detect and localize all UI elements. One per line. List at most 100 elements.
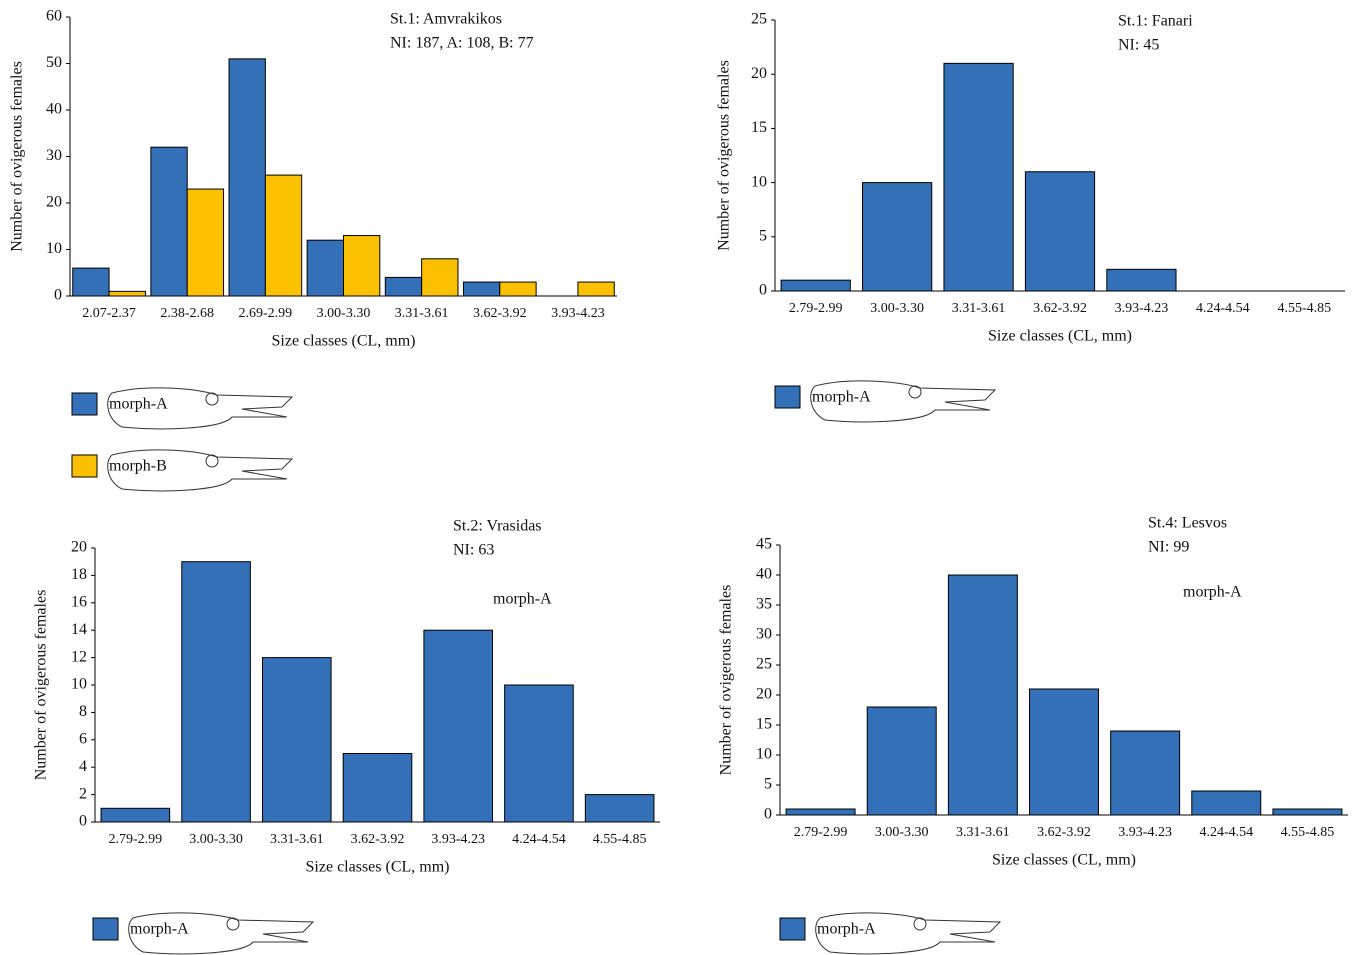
x-tick-label: 4.55-4.85 <box>1281 825 1335 840</box>
legend-label: morph-B <box>109 458 167 475</box>
y-tick-label: 6 <box>79 730 87 747</box>
annotation: St.1: Amvrakikos <box>390 11 502 28</box>
y-tick-label: 8 <box>79 703 87 720</box>
shrimp-eye <box>206 455 218 467</box>
x-tick-label: 3.62-3.92 <box>1033 301 1087 316</box>
bar <box>151 147 187 296</box>
y-tick-label: 20 <box>756 686 772 703</box>
x-tick-label: 3.00-3.30 <box>189 832 243 847</box>
y-tick-label: 10 <box>46 240 62 257</box>
page: {"chart_data": [ {"type": "bar", "annota… <box>0 0 1355 955</box>
annotation: morph-A <box>493 591 552 608</box>
x-axis-label: Size classes (CL, mm) <box>988 328 1132 345</box>
bar <box>344 236 380 296</box>
y-tick-label: 12 <box>71 648 87 665</box>
bar <box>1030 689 1099 815</box>
y-tick-label: 0 <box>759 282 767 299</box>
y-tick-label: 35 <box>756 596 772 613</box>
x-tick-label: 3.93-4.23 <box>1115 301 1169 316</box>
bar <box>867 707 936 815</box>
legend-swatch <box>72 455 97 477</box>
bar <box>182 562 251 822</box>
y-tick-label: 50 <box>46 54 62 71</box>
y-tick-label: 60 <box>46 8 62 25</box>
y-tick-label: 20 <box>751 65 767 82</box>
x-tick-label: 4.24-4.54 <box>1196 301 1250 316</box>
bar <box>585 795 654 822</box>
legend-swatch <box>72 393 97 415</box>
x-tick-label: 3.93-4.23 <box>1118 825 1172 840</box>
bar <box>262 658 331 822</box>
y-tick-label: 20 <box>46 194 62 211</box>
bar <box>73 268 109 296</box>
x-tick-label: 4.55-4.85 <box>1277 301 1331 316</box>
y-tick-label: 14 <box>71 621 87 638</box>
y-tick-label: 18 <box>71 566 87 583</box>
y-tick-label: 10 <box>71 676 87 693</box>
x-axis-label: Size classes (CL, mm) <box>992 852 1136 869</box>
y-tick-label: 0 <box>54 287 62 304</box>
y-tick-label: 0 <box>764 806 772 823</box>
x-tick-label: 2.79-2.99 <box>794 825 848 840</box>
y-tick-label: 15 <box>751 119 767 136</box>
legend-label: morph-A <box>109 396 168 413</box>
y-tick-label: 0 <box>79 813 87 830</box>
x-tick-label: 3.31-3.61 <box>956 825 1010 840</box>
annotation: NI: 187, A: 108, B: 77 <box>390 35 534 52</box>
figure: 01020304050602.07-2.372.38-2.682.69-2.99… <box>0 0 1355 955</box>
bar <box>1111 731 1180 815</box>
y-axis-label: Number of ovigerous females <box>716 60 733 251</box>
annotation: NI: 63 <box>453 542 494 559</box>
x-tick-label: 2.07-2.37 <box>82 306 136 321</box>
x-tick-label: 3.62-3.92 <box>1037 825 1091 840</box>
bar <box>578 282 614 296</box>
bar <box>265 175 301 296</box>
y-tick-label: 5 <box>759 227 767 244</box>
annotation: St.4: Lesvos <box>1148 515 1227 532</box>
y-tick-label: 4 <box>79 758 87 775</box>
y-tick-label: 2 <box>79 785 87 802</box>
annotation: NI: 45 <box>1118 37 1159 54</box>
x-tick-label: 3.31-3.61 <box>270 832 324 847</box>
x-tick-label: 3.62-3.92 <box>351 832 405 847</box>
annotation: St.1: Fanari <box>1118 13 1193 30</box>
y-axis-label: Number of ovigerous females <box>718 585 735 776</box>
bar <box>944 63 1013 291</box>
x-tick-label: 3.93-4.23 <box>431 832 485 847</box>
annotation: NI: 99 <box>1148 539 1189 556</box>
y-axis-label: Number of ovigerous females <box>9 61 26 252</box>
x-tick-label: 3.00-3.30 <box>875 825 929 840</box>
y-tick-label: 15 <box>756 716 772 733</box>
bar <box>1192 791 1261 815</box>
x-tick-label: 4.55-4.85 <box>593 832 647 847</box>
bar <box>187 189 223 296</box>
legend-label: morph-A <box>817 921 876 938</box>
bar <box>307 240 343 296</box>
y-axis-label: Number of ovigerous females <box>33 590 50 781</box>
x-tick-label: 3.00-3.30 <box>870 301 924 316</box>
bar <box>229 59 265 296</box>
bar <box>1273 809 1342 815</box>
bar <box>463 282 499 296</box>
x-tick-label: 4.24-4.54 <box>1199 825 1253 840</box>
y-tick-label: 40 <box>46 101 62 118</box>
bar <box>863 183 932 291</box>
x-tick-label: 2.69-2.99 <box>239 306 293 321</box>
bar <box>343 754 412 823</box>
bar <box>786 809 855 815</box>
x-tick-label: 3.31-3.61 <box>395 306 449 321</box>
y-tick-label: 45 <box>756 536 772 553</box>
x-tick-label: 3.93-4.23 <box>551 306 605 321</box>
y-tick-label: 30 <box>756 626 772 643</box>
bar <box>500 282 536 296</box>
annotation: St.2: Vrasidas <box>453 518 542 535</box>
bar <box>1025 172 1094 291</box>
y-tick-label: 10 <box>756 746 772 763</box>
x-axis-label: Size classes (CL, mm) <box>306 859 450 876</box>
bar <box>948 575 1017 815</box>
bar <box>1107 269 1176 291</box>
bar <box>781 280 850 291</box>
y-tick-label: 25 <box>756 656 772 673</box>
shrimp-eye <box>227 918 239 930</box>
y-tick-label: 5 <box>764 776 772 793</box>
